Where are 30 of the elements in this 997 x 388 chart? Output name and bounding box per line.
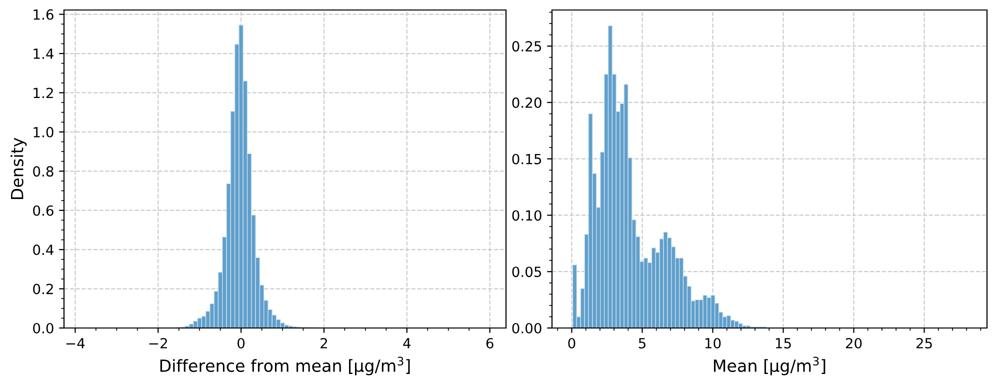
- y-tick-label: 0.4: [33, 244, 54, 256]
- x-axis-title: Difference from mean [µg/m$^{3}$]: [160, 356, 410, 376]
- y-tick-label: 1.2: [34, 88, 53, 98]
- y-tick-label: 1.0: [34, 126, 54, 138]
- y-tick-label: 0.6: [33, 205, 54, 216]
- y-tick-label: 0.15: [512, 154, 542, 164]
- x-tick-label: 4: [403, 338, 411, 348]
- x-axis-title: Mean [µg/m$^{3}$]: [714, 356, 826, 376]
- y-tick-label: 0.00: [512, 322, 542, 334]
- y-axis-title: Density: [10, 138, 27, 200]
- x-tick-label: −2: [149, 338, 167, 348]
- y-tick-label: 0.05: [512, 266, 542, 278]
- x-tick-label: 15: [776, 338, 791, 348]
- y-tick-label: 0.2: [33, 284, 53, 294]
- y-tick-label: 1.4: [34, 48, 54, 59]
- y-tick-label: 1.6: [34, 9, 54, 20]
- x-tick-label: 20: [846, 338, 862, 348]
- x-tick-label: −4: [66, 338, 85, 348]
- y-tick-label: 0.8: [33, 166, 54, 177]
- x-tick-label: 6: [486, 338, 494, 348]
- x-tick-label: 10: [705, 338, 721, 348]
- x-tick-label: 25: [916, 338, 932, 348]
- y-tick-label: 0.20: [512, 97, 542, 108]
- y-tick-label: 0.0: [33, 322, 54, 334]
- x-tick-label: 2: [320, 338, 328, 348]
- x-tick-label: 0: [568, 338, 576, 348]
- y-tick-label: 0.10: [512, 210, 542, 221]
- y-tick-label: 0.25: [512, 41, 542, 52]
- x-tick-label: 5: [638, 338, 646, 348]
- x-tick-label: 0: [238, 338, 245, 348]
